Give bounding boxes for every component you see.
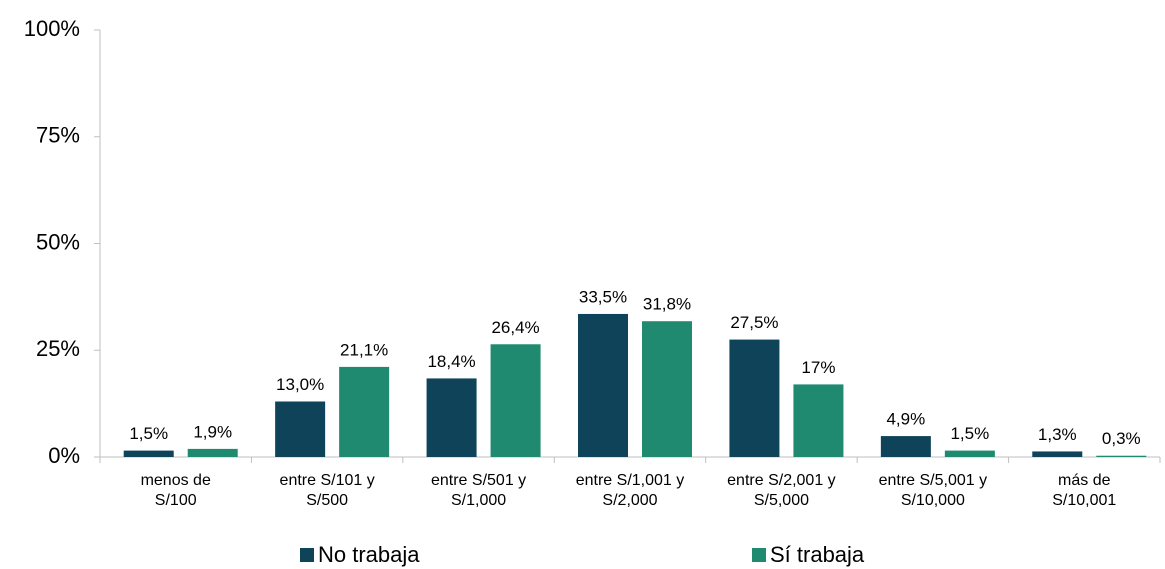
bar [123,450,174,457]
value-label: 31,8% [643,295,691,314]
x-tick-label: entre S/5,001 y S/10,000 [879,472,988,509]
legend-swatch [752,548,766,562]
bar [187,448,238,457]
value-label: 13,0% [276,375,324,394]
value-label: 1,5% [950,424,989,443]
x-tick-label: menos de S/100 [141,472,211,509]
value-label: 1,5% [129,424,168,443]
y-tick-label: 0% [48,443,80,468]
bar [729,339,780,457]
y-tick-label: 50% [36,229,80,254]
value-label: 0,3% [1102,429,1141,448]
value-label: 33,5% [579,287,627,306]
bar [426,378,477,457]
bar [793,384,844,457]
legend-label: Sí trabaja [770,542,865,567]
legend-label: No trabaja [318,542,420,567]
bar [339,366,390,457]
value-label: 27,5% [730,313,778,332]
bar [880,436,931,457]
x-tick-label: entre S/501 y S/1,000 [431,472,526,509]
x-tick-label: entre S/101 y S/500 [280,472,375,509]
bar [1096,455,1147,457]
value-label: 1,9% [193,422,232,441]
y-tick-label: 25% [36,336,80,361]
bar [275,401,326,457]
value-label: 18,4% [427,352,475,371]
value-label: 21,1% [340,340,388,359]
bar [578,313,628,457]
x-tick-label: entre S/1,001 y S/2,000 [576,472,685,509]
bar [490,344,541,457]
y-tick-label: 100% [24,16,80,41]
bar [642,321,692,457]
y-tick-label: 75% [36,123,80,148]
value-label: 17% [801,358,835,377]
bar [944,450,995,457]
legend-swatch [300,548,314,562]
bar [1032,451,1083,457]
value-label: 1,3% [1038,425,1077,444]
x-tick-label: más de S/10,001 [1052,472,1116,509]
value-label: 4,9% [886,410,925,429]
x-tick-label: entre S/2,001 y S/5,000 [727,472,836,509]
value-label: 26,4% [491,318,539,337]
